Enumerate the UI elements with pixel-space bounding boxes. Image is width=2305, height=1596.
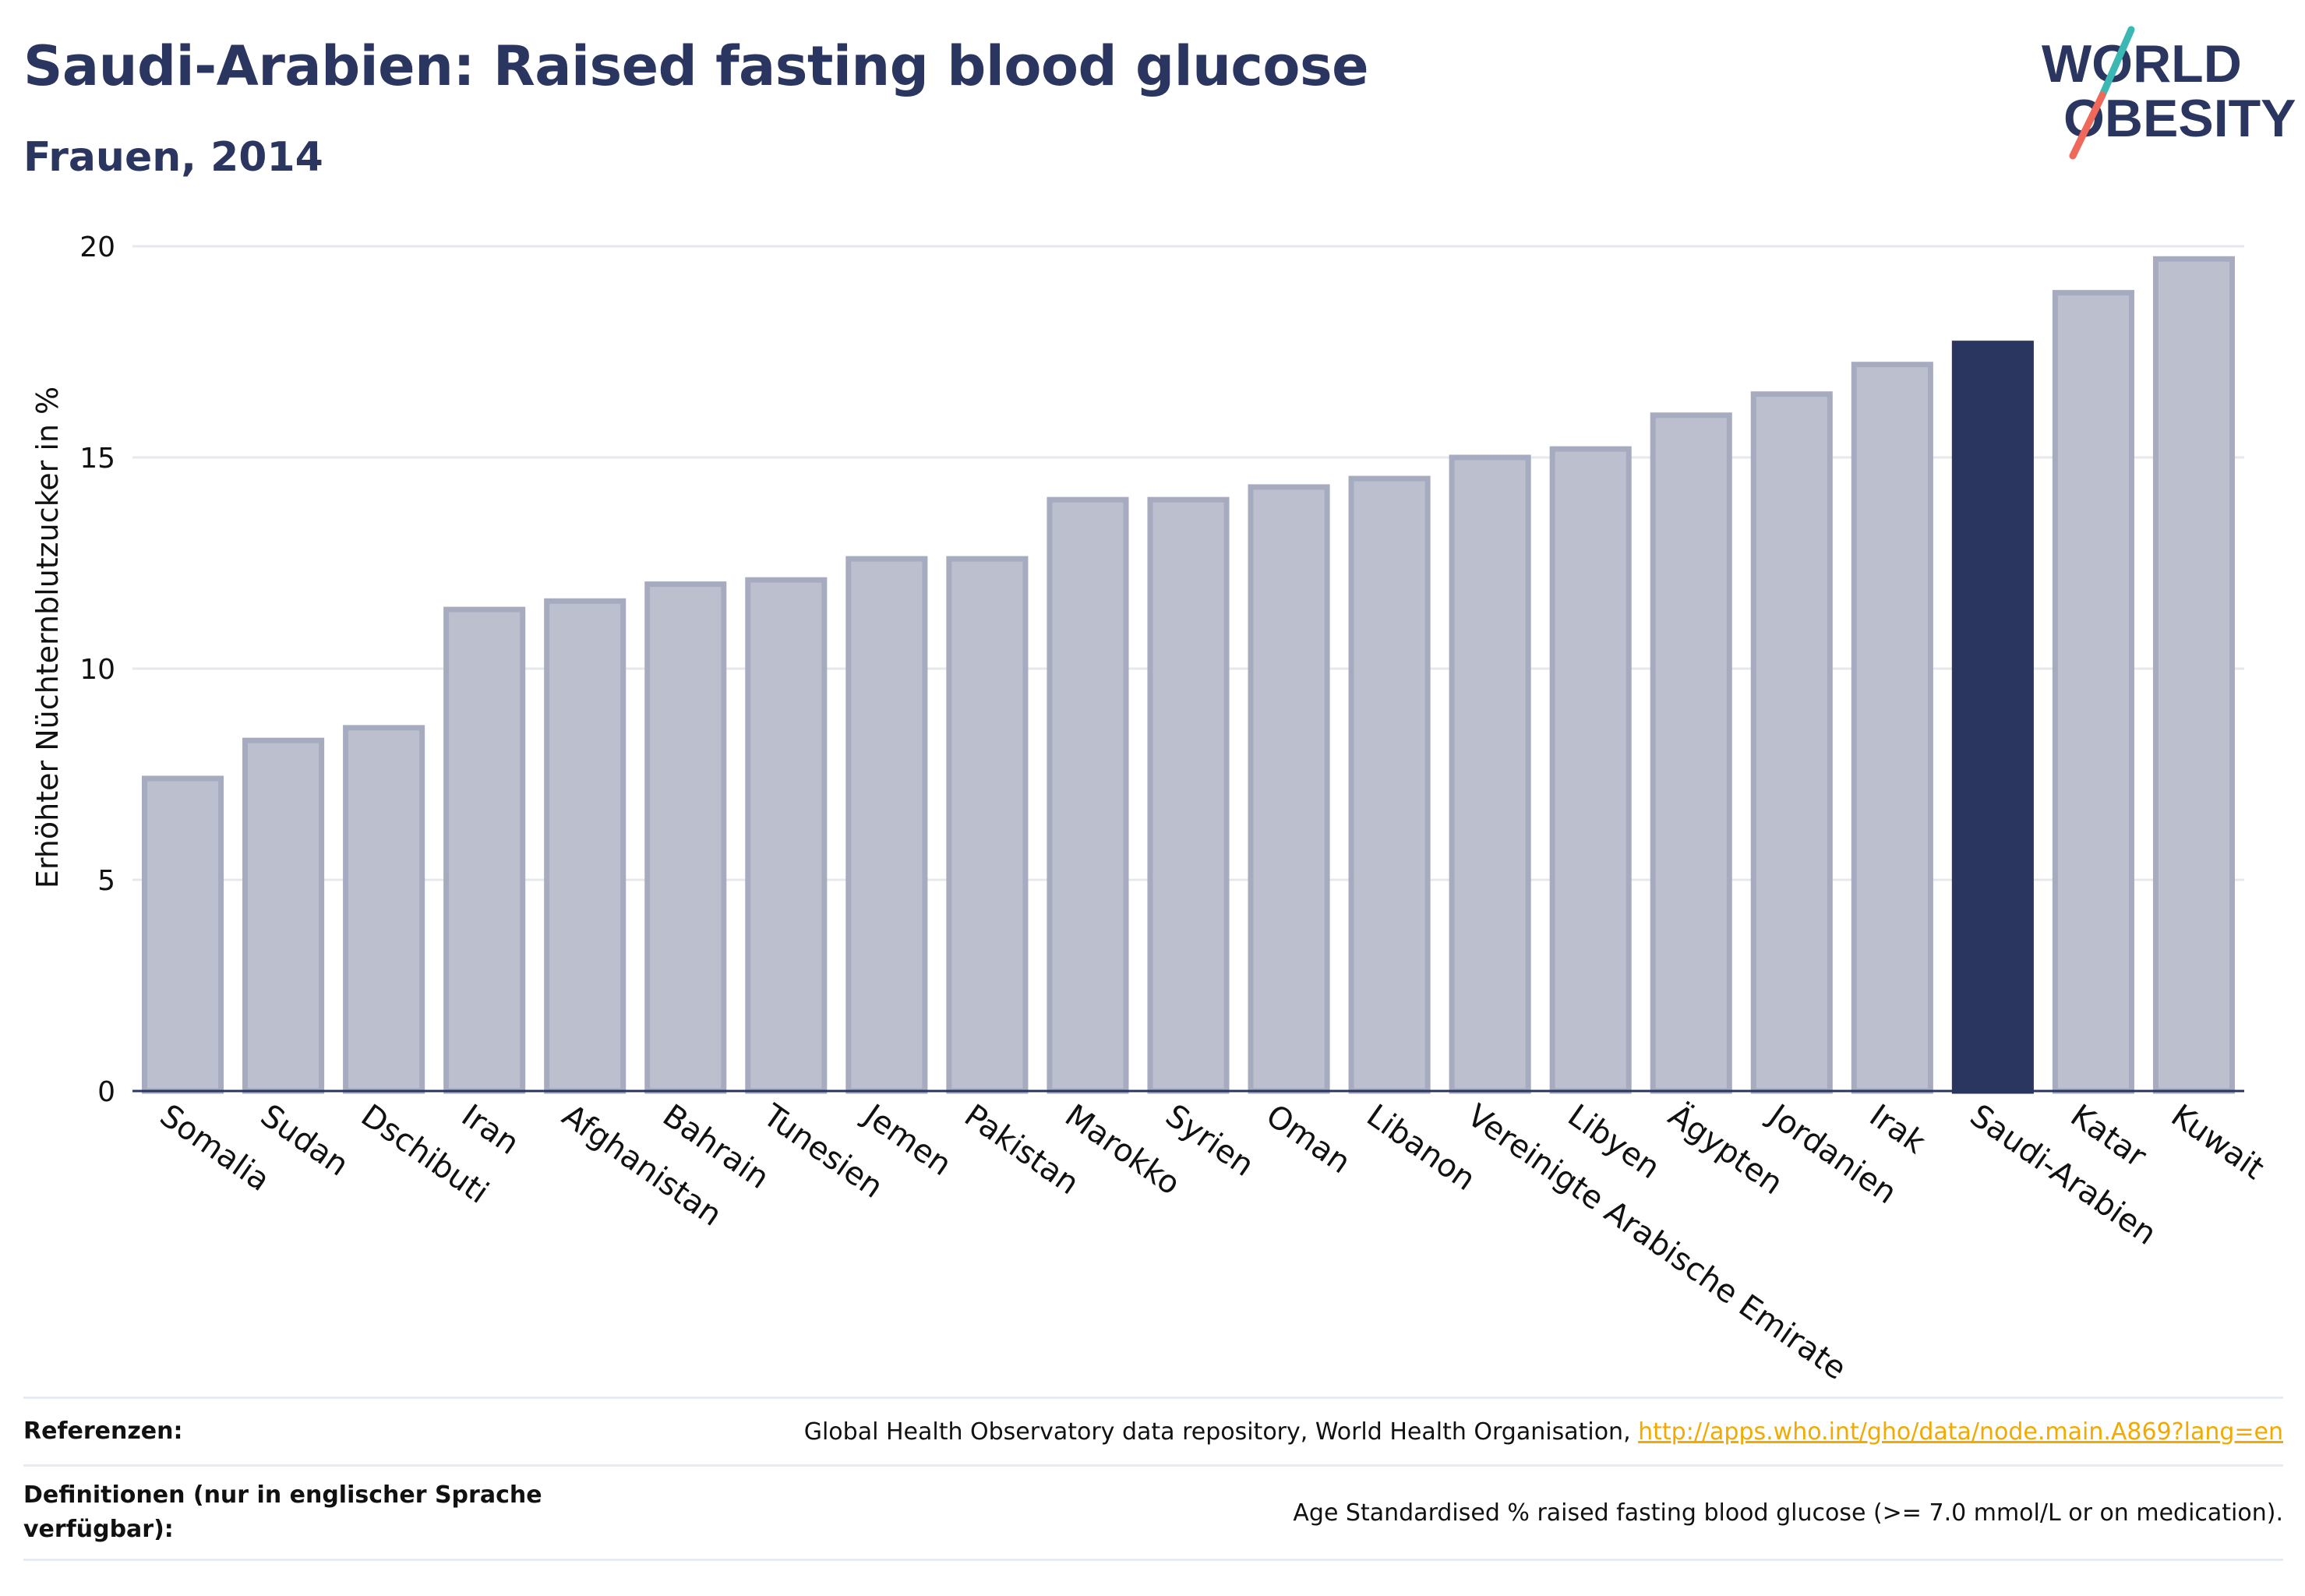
bar-jemen bbox=[845, 556, 928, 1094]
bar-sudan bbox=[242, 737, 325, 1094]
references-link[interactable]: http://apps.who.int/gho/data/node.main.A… bbox=[1638, 1418, 2283, 1446]
references-text: Global Health Observatory data repositor… bbox=[803, 1418, 1639, 1446]
y-axis-ticks: 0 5 10 15 20 bbox=[79, 231, 115, 1108]
bar-marokko bbox=[1047, 496, 1129, 1094]
bar-vereinigte-arabische-emirate bbox=[1449, 454, 1531, 1094]
y-tick-label: 15 bbox=[79, 443, 115, 475]
x-tick-label: Saudi-Arabien bbox=[1964, 1098, 2163, 1252]
x-tick-label: Kuwait bbox=[2165, 1098, 2271, 1187]
bars bbox=[141, 256, 2236, 1094]
logo-slash-top bbox=[2099, 26, 2135, 99]
x-tick-label: Pakistan bbox=[958, 1098, 1085, 1202]
y-tick-label: 0 bbox=[97, 1076, 115, 1108]
references-value: Global Health Observatory data repositor… bbox=[804, 1418, 2283, 1446]
x-tick-label: Oman bbox=[1259, 1098, 1357, 1181]
definitions-row: Definitionen (nur in englischer Sprache … bbox=[23, 1464, 2283, 1561]
bar-bahrain bbox=[644, 581, 727, 1094]
bar-syrien bbox=[1147, 496, 1230, 1094]
references-label: Referenzen: bbox=[23, 1418, 183, 1445]
logo-word-world: WORLD bbox=[2042, 34, 2242, 94]
bar-afghanistan bbox=[544, 598, 627, 1094]
footer: Referenzen: Global Health Observatory da… bbox=[23, 1396, 2283, 1561]
bar-kuwait bbox=[2152, 256, 2236, 1094]
x-tick-label: Libanon bbox=[1360, 1098, 1481, 1199]
chart-subtitle: Frauen, 2014 bbox=[23, 134, 323, 181]
bar-pakistan bbox=[946, 556, 1029, 1094]
y-tick-label: 10 bbox=[79, 654, 115, 686]
references-row: Referenzen: Global Health Observatory da… bbox=[23, 1396, 2283, 1464]
bar-libyen bbox=[1549, 446, 1632, 1094]
bar-saudi-arabien bbox=[1951, 341, 2034, 1094]
bar-katar bbox=[2052, 290, 2134, 1094]
chart-title: Saudi-Arabien: Raised fasting blood gluc… bbox=[23, 34, 1369, 98]
y-tick-label: 5 bbox=[97, 865, 115, 897]
x-tick-label: Ägypten bbox=[1662, 1096, 1791, 1202]
x-tick-label: Marokko bbox=[1058, 1098, 1186, 1202]
x-tick-label: Somalia bbox=[154, 1098, 277, 1199]
bar-somalia bbox=[141, 775, 224, 1094]
y-tick-label: 20 bbox=[79, 231, 115, 263]
x-tick-label: Irak bbox=[1863, 1098, 1933, 1162]
bar-dschibuti bbox=[343, 725, 425, 1094]
definitions-value: Age Standardised % raised fasting blood … bbox=[1293, 1499, 2283, 1527]
x-tick-label: Iran bbox=[455, 1098, 525, 1162]
bar-oman bbox=[1248, 484, 1330, 1094]
bar-ägypten bbox=[1650, 412, 1732, 1094]
bar-irak bbox=[1851, 362, 1933, 1094]
y-axis-label: Erhöhter Nüchternblutzucker in % bbox=[30, 387, 65, 888]
bar-tunesien bbox=[745, 577, 828, 1094]
bar-jordanien bbox=[1750, 391, 1833, 1094]
bar-libanon bbox=[1348, 475, 1431, 1094]
logo-slash-bottom bbox=[2069, 91, 2106, 160]
definitions-label: Definitionen (nur in englischer Sprache … bbox=[23, 1481, 542, 1543]
world-obesity-logo: WORLD OBESITY bbox=[2042, 26, 2296, 160]
bar-iran bbox=[443, 606, 526, 1094]
